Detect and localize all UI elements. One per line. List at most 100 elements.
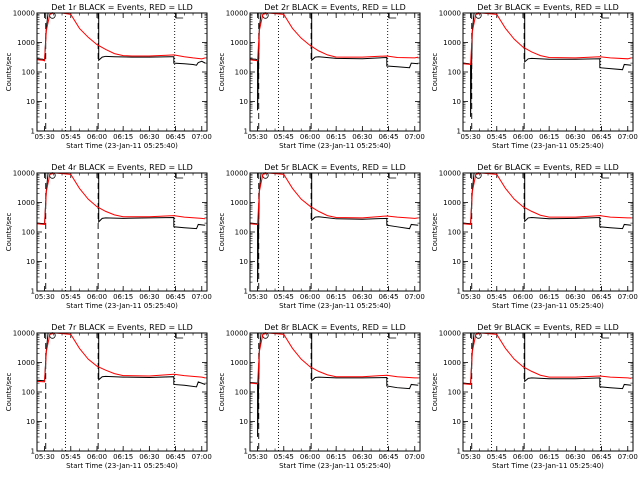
panel-6-frame — [462, 172, 634, 292]
panel-6-bracket-flag — [601, 173, 610, 179]
panel-4-ytick-label: 1 — [31, 288, 35, 296]
panel-8-bracket-flag — [388, 333, 397, 339]
panel-9-xtick-label: 07:00 — [618, 453, 638, 461]
panel-5-ytick-label: 10000 — [226, 170, 248, 178]
panel-8-xtick-label: 07:00 — [405, 453, 425, 461]
panel-7-title: Det 7r BLACK = Events, RED = LLD — [51, 323, 193, 332]
panel-1-xtick-label: 06:15 — [113, 133, 133, 141]
panel-1-ylabel: Counts/sec — [5, 53, 13, 92]
panel-2-xtick-label: 06:45 — [378, 133, 398, 141]
panel-1-series-red — [37, 13, 206, 62]
panel-6-title: Det 6r BLACK = Events, RED = LLD — [477, 163, 619, 172]
panel-5-xtick-label: 06:30 — [352, 293, 372, 301]
panel-9-frame — [462, 332, 634, 452]
panel-1-ytick-label: 1000 — [17, 39, 35, 47]
panel-9-ytick-label: 100 — [448, 389, 461, 397]
panel-1-frame — [36, 12, 208, 132]
panel-4-series-red — [37, 173, 206, 226]
panel-1-ytick-label: 10 — [26, 98, 35, 106]
panel-8-xtick-label: 05:30 — [247, 453, 267, 461]
panel-4-ytick-label: 1000 — [17, 199, 35, 207]
panel-9-xlabel: Start Time (23-Jan-11 05:25:40) — [492, 462, 604, 470]
panel-2-title: Det 2r BLACK = Events, RED = LLD — [264, 3, 406, 12]
panel-4-xtick-label: 07:00 — [192, 293, 212, 301]
panel-4-xtick-label: 05:45 — [61, 293, 81, 301]
panel-8-ytick-label: 1000 — [230, 359, 248, 367]
panel-5-ytick-label: 1 — [244, 288, 248, 296]
panel-6-xlabel: Start Time (23-Jan-11 05:25:40) — [492, 302, 604, 310]
panel-8-frame — [249, 332, 421, 452]
panel-7-xlabel: Start Time (23-Jan-11 05:25:40) — [66, 462, 178, 470]
panel-3-bracket-flag — [601, 13, 610, 19]
panel-9-title: Det 9r BLACK = Events, RED = LLD — [477, 323, 619, 332]
panel-7-ytick-label: 10000 — [13, 330, 35, 338]
panel-6-ylabel: Counts/sec — [431, 213, 439, 252]
panel-2-ytick-label: 100 — [235, 69, 248, 77]
panel-3-series-red — [463, 13, 632, 66]
panel-4-ytick-label: 10 — [26, 258, 35, 266]
panel-4-bracket-flag — [175, 173, 184, 179]
panel-9-xtick-label: 06:30 — [565, 453, 585, 461]
panel-7-ytick-label: 10 — [26, 418, 35, 426]
panel-2-ytick-label: 1000 — [230, 39, 248, 47]
panel-9-xtick-label: 05:30 — [460, 453, 480, 461]
panel-7-series-red — [37, 333, 206, 383]
panel-7-xtick-label: 06:15 — [113, 453, 133, 461]
panel-6-ytick-label: 10 — [452, 258, 461, 266]
panel-7-xtick-label: 05:30 — [34, 453, 54, 461]
panel-7-xtick-label: 06:30 — [139, 453, 159, 461]
panel-5-xtick-label: 05:30 — [247, 293, 267, 301]
panel-2-ytick-label: 10000 — [226, 10, 248, 18]
panel-1-xlabel: Start Time (23-Jan-11 05:25:40) — [66, 142, 178, 150]
panel-6-xtick-label: 06:00 — [513, 293, 533, 301]
panel-3-ytick-label: 10 — [452, 98, 461, 106]
panel-3-ytick-label: 1 — [457, 128, 461, 136]
panel-5-xlabel: Start Time (23-Jan-11 05:25:40) — [279, 302, 391, 310]
panel-6-series-red — [463, 173, 632, 226]
panel-9-ytick-label: 10 — [452, 418, 461, 426]
panel-5-series-black — [250, 173, 419, 283]
panel-5-xtick-label: 06:15 — [326, 293, 346, 301]
panel-9-ylabel: Counts/sec — [431, 373, 439, 412]
panel-8-title: Det 8r BLACK = Events, RED = LLD — [264, 323, 406, 332]
panel-6-xtick-label: 05:30 — [460, 293, 480, 301]
panel-9-xtick-label: 06:00 — [513, 453, 533, 461]
panel-1-ytick-label: 100 — [22, 69, 35, 77]
panel-2-bracket-flag — [388, 13, 397, 19]
panel-8-series-black — [250, 333, 419, 437]
panel-2-ytick-label: 10 — [239, 98, 248, 106]
panel-6-ytick-label: 1 — [457, 288, 461, 296]
panel-3-ytick-label: 1000 — [443, 39, 461, 47]
panel-3-xtick-label: 06:00 — [513, 133, 533, 141]
panel-3-series-black — [463, 13, 632, 117]
panel-3-xlabel: Start Time (23-Jan-11 05:25:40) — [492, 142, 604, 150]
panel-8-xtick-label: 06:45 — [378, 453, 398, 461]
panel-9-series-black — [463, 333, 632, 390]
panel-7-series-black — [37, 333, 206, 388]
panel-5-bracket-flag — [388, 173, 397, 179]
panel-4-xtick-label: 05:30 — [34, 293, 54, 301]
panel-2-xtick-label: 06:00 — [300, 133, 320, 141]
panel-1-xtick-label: 05:30 — [34, 133, 54, 141]
panel-1-ytick-label: 10000 — [13, 10, 35, 18]
panel-8-xlabel: Start Time (23-Jan-11 05:25:40) — [279, 462, 391, 470]
panel-3-xtick-label: 05:30 — [460, 133, 480, 141]
panel-1-title: Det 1r BLACK = Events, RED = LLD — [51, 3, 193, 12]
panel-3-ytick-label: 100 — [448, 69, 461, 77]
panel-4-frame — [36, 172, 208, 292]
panel-6-xtick-label: 07:00 — [618, 293, 638, 301]
panel-9-xtick-label: 06:45 — [591, 453, 611, 461]
panel-4-ytick-label: 100 — [22, 229, 35, 237]
panel-7-xtick-label: 06:00 — [87, 453, 107, 461]
panel-7-ylabel: Counts/sec — [5, 373, 13, 412]
panel-1-xtick-label: 06:45 — [165, 133, 185, 141]
panel-2-series-black — [250, 13, 419, 111]
panel-6-ytick-label: 10000 — [439, 170, 461, 178]
panel-2-xlabel: Start Time (23-Jan-11 05:25:40) — [279, 142, 391, 150]
panel-5-title: Det 5r BLACK = Events, RED = LLD — [264, 163, 406, 172]
panel-2-xtick-label: 06:15 — [326, 133, 346, 141]
panel-3-ytick-label: 10000 — [439, 10, 461, 18]
panel-7-bracket-flag — [175, 333, 184, 339]
panel-1-xtick-label: 06:30 — [139, 133, 159, 141]
